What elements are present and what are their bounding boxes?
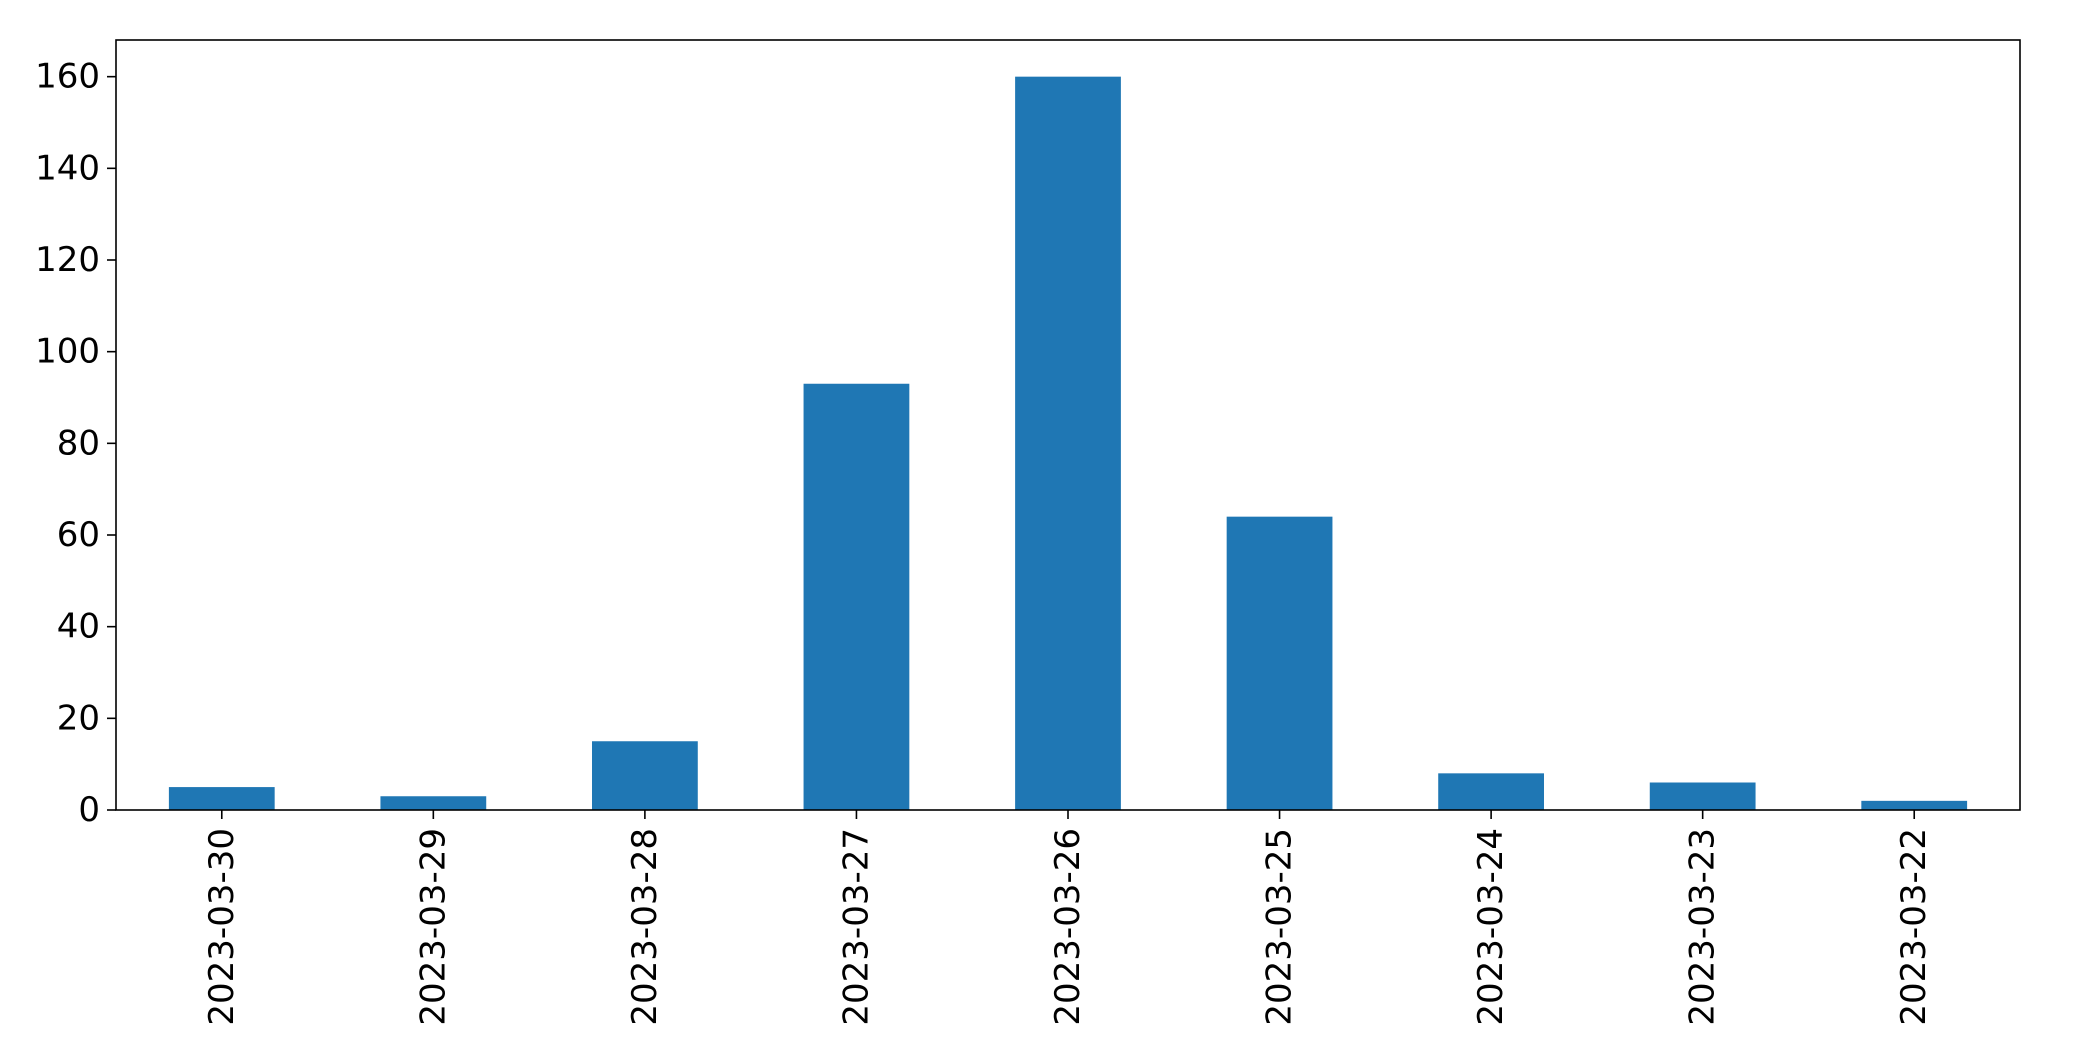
x-tick-label: 2023-03-27 [836, 828, 876, 1026]
bar-2023-03-23 [1649, 782, 1756, 810]
y-tick-label: 80 [57, 423, 100, 463]
bars-group [168, 76, 1968, 810]
x-tick-label: 2023-03-29 [413, 828, 453, 1026]
x-tick-label: 2023-03-24 [1471, 828, 1511, 1026]
y-tick-label: 0 [78, 790, 100, 830]
x-tick-label: 2023-03-25 [1260, 828, 1300, 1026]
y-tick-label: 120 [35, 240, 100, 280]
bar-2023-03-29 [380, 796, 487, 810]
y-axis: 0 20 40 60 80 100 120 140 160 [35, 57, 116, 830]
x-tick-label: 2023-03-30 [202, 828, 242, 1026]
y-tick-label: 20 [57, 698, 100, 738]
y-tick-label: 100 [35, 332, 100, 372]
y-tick-label: 60 [57, 515, 100, 555]
y-tick-label: 160 [35, 57, 100, 97]
y-tick-label: 140 [35, 148, 100, 188]
x-tick-label: 2023-03-26 [1048, 828, 1088, 1026]
bar-2023-03-22 [1861, 800, 1968, 810]
bar-2023-03-30 [168, 787, 275, 810]
x-tick-label: 2023-03-23 [1683, 828, 1723, 1026]
y-tick-label: 40 [57, 607, 100, 647]
bar-2023-03-25 [1226, 516, 1333, 810]
bar-2023-03-28 [592, 741, 698, 810]
bar-2023-03-26 [1015, 76, 1121, 810]
x-tick-label: 2023-03-28 [625, 828, 665, 1026]
x-axis: 2023-03-30 2023-03-29 2023-03-28 2023-03-27… [202, 810, 1934, 1026]
bar-2023-03-27 [803, 383, 910, 810]
x-tick-label: 2023-03-22 [1894, 828, 1934, 1026]
bar-2023-03-24 [1438, 773, 1544, 810]
